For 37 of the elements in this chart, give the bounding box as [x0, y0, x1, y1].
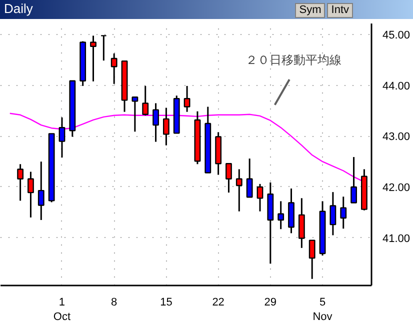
candlestick	[308, 240, 316, 280]
candlestick	[142, 85, 149, 116]
candlestick	[278, 200, 284, 230]
candlestick	[246, 158, 253, 198]
candlestick	[90, 34, 96, 82]
x-tick-label: 22	[212, 296, 224, 308]
candlestick	[162, 107, 170, 146]
annotation: ２０日移動平均線	[246, 53, 342, 68]
candlestick	[28, 171, 34, 218]
candlestick	[236, 168, 242, 212]
candlestick	[298, 197, 305, 249]
x-tick-label: 29	[264, 296, 277, 308]
candlestick	[226, 162, 232, 194]
y-tick-label: 44.00	[382, 80, 410, 92]
y-tick-label: 42.00	[382, 182, 410, 194]
y-tick-label: 41.00	[382, 232, 410, 245]
candlestick	[58, 116, 66, 158]
candlestick	[110, 52, 118, 85]
y-tick-label: 45.00	[382, 30, 410, 42]
candlestick	[152, 102, 159, 143]
chart-title: Daily	[4, 0, 33, 18]
candlestick	[17, 163, 24, 202]
x-tick-label: 5 Nov	[312, 296, 333, 323]
candlestick	[256, 183, 264, 212]
candlestick	[340, 196, 347, 230]
text: Sym	[295, 2, 326, 18]
x-tick-label: 8	[111, 296, 118, 308]
x-tick-label: 15	[160, 296, 172, 308]
candlestick	[38, 160, 44, 221]
text: Intv	[327, 2, 353, 18]
candlestick	[184, 85, 190, 113]
candlestick	[100, 34, 107, 62]
candlestick	[350, 156, 357, 204]
y-tick-label: 43.00	[382, 131, 410, 144]
candlestick	[132, 96, 138, 132]
candlestick	[330, 191, 336, 236]
x-tick-label: 1 Oct	[53, 296, 71, 323]
